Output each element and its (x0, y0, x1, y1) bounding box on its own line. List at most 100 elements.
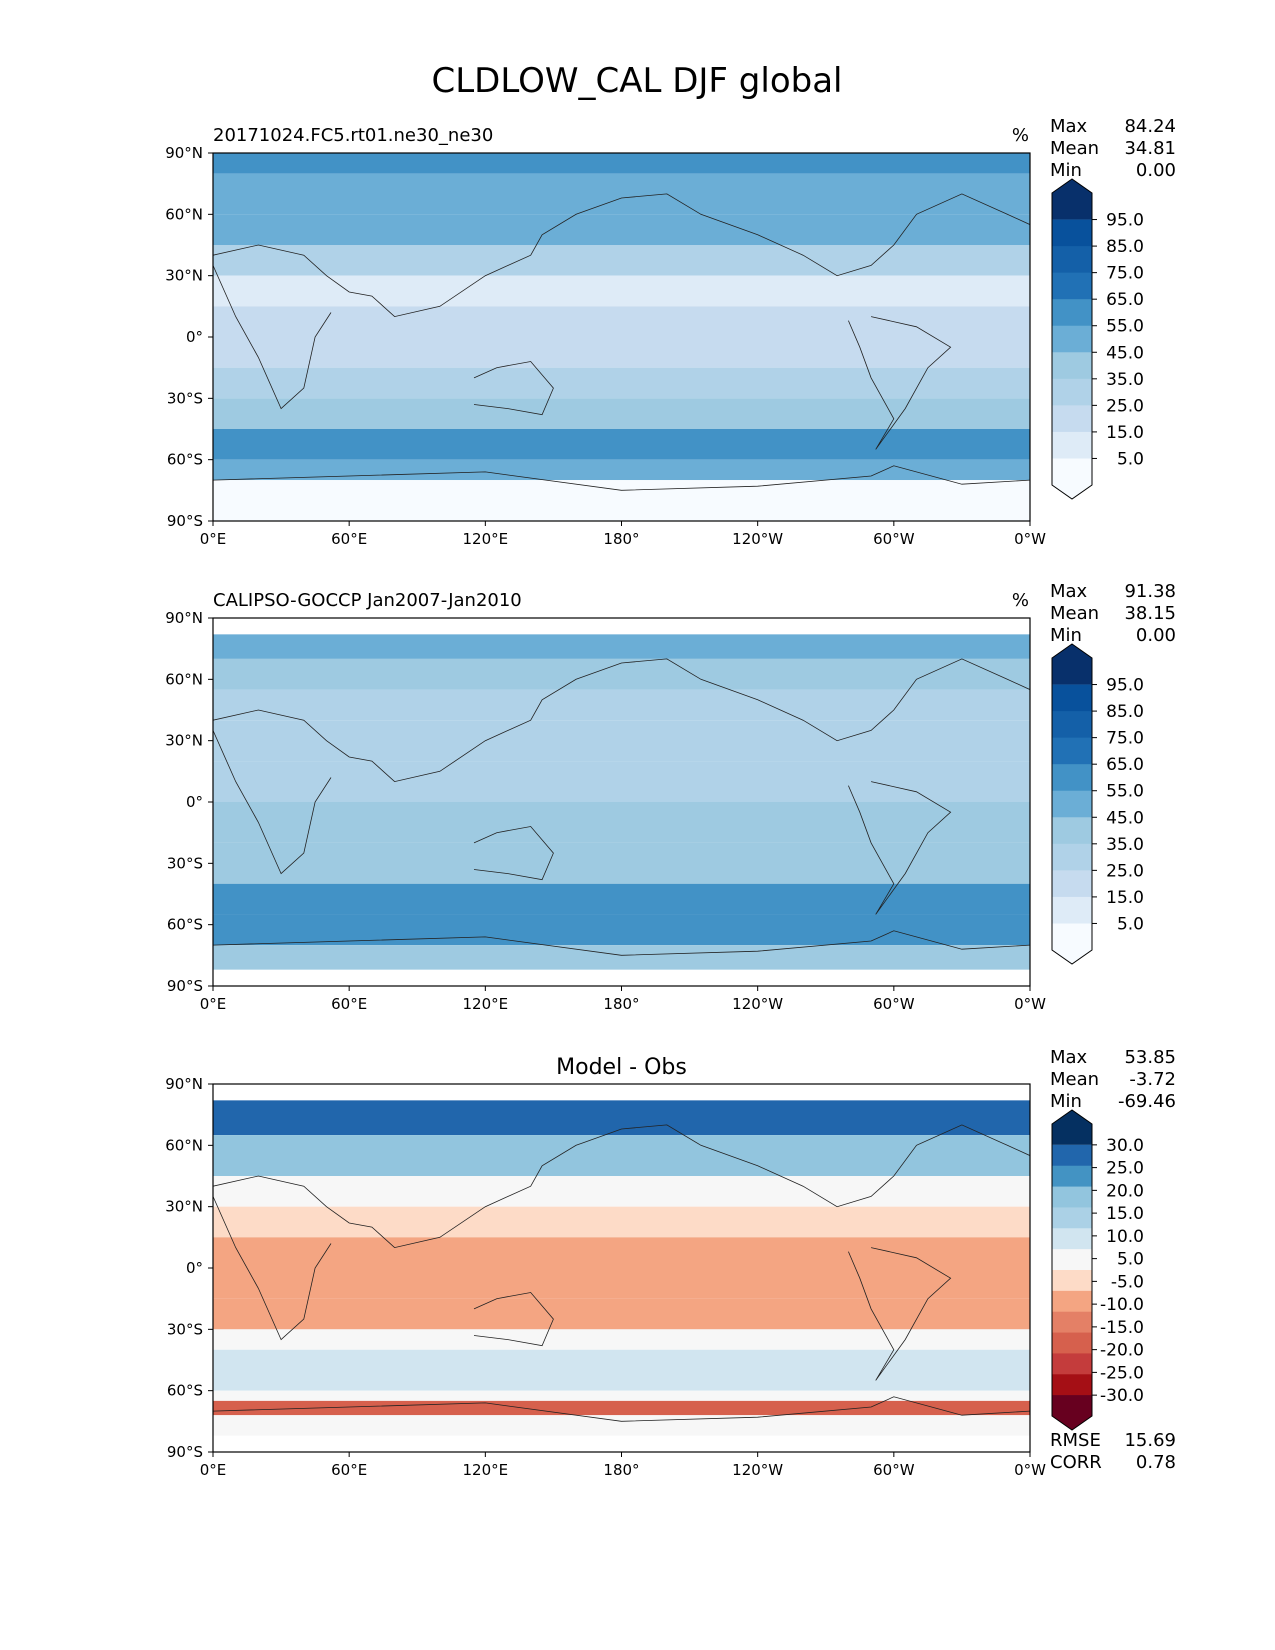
colorbar-tick-label: 15.0 (1106, 888, 1144, 908)
colorbar: 30.0 25.020.0 15.0 10.0 5.0-5.0 -10.0 -15.0 -20… (1051, 1109, 1144, 1431)
stat-value: 38.15 (1124, 603, 1176, 624)
zonal-band-8 (213, 883, 1030, 915)
y-tick-label: 30°S (167, 1320, 203, 1338)
x-tick-label: 180° (603, 1461, 639, 1479)
colorbar-tick-label: -30.0 (1100, 1386, 1144, 1406)
map-field (213, 618, 1030, 986)
colorbar-tick-label: 45.0 (1106, 343, 1144, 363)
y-tick-label: 0° (186, 1259, 203, 1277)
zonal-band-6 (213, 306, 1030, 337)
zonal-band-5 (213, 275, 1030, 307)
zonal-band-3 (213, 214, 1030, 245)
zonal-band-8 (213, 367, 1030, 399)
panel-title: CALIPSO-GOCCP Jan2007-Jan2010 (213, 590, 522, 611)
panel-units: % (1012, 590, 1029, 611)
x-tick-label: 0°W (1014, 1461, 1046, 1479)
x-tick-label: 180° (603, 530, 639, 548)
zonal-band-7 (213, 337, 1030, 368)
map-field (213, 1084, 1030, 1452)
colorbar: 95.0 85.0 75.0 65.0 55.0 45.0 35.0 25.0 15.0 5.0 (1051, 178, 1144, 500)
stat-label: RMSE (1050, 1430, 1101, 1451)
zonal-band-7 (213, 842, 1030, 884)
panel-2: 0°E 60°E 120°E 180° 120°W 60°W 0°W 90°N 60°N 30°N… (165, 581, 1176, 1013)
colorbar-tick-label: 15.0 (1106, 423, 1144, 443)
zonal-band-1 (213, 153, 1030, 174)
zonal-band-5 (213, 761, 1030, 802)
x-tick-label: 0°E (200, 995, 227, 1013)
colorbar-tick-label: 10.0 (1106, 1227, 1144, 1247)
zonal-band-1 (213, 634, 1030, 659)
panel-3: 0°E 60°E 120°E 180° 120°W 60°W 0°W 90°N 60°N 30°N… (165, 1047, 1176, 1479)
zonal-band-4 (213, 245, 1030, 276)
y-tick-label: 30°S (167, 854, 203, 872)
coastlines (213, 193, 1030, 491)
y-tick-label: 90°S (167, 977, 203, 995)
stat-value: 91.38 (1124, 581, 1176, 602)
y-tick-label: 60°S (167, 916, 203, 934)
panel-title: 20171024.FC5.rt01.ne30_ne30 (213, 125, 493, 146)
y-tick-label: 90°S (167, 512, 203, 530)
x-tick-label: 180° (603, 995, 639, 1013)
y-tick-label: 0° (186, 793, 203, 811)
x-tick-label: 60°W (873, 1461, 915, 1479)
x-tick-label: 60°E (331, 1461, 367, 1479)
stat-value: -69.46 (1118, 1091, 1176, 1112)
zonal-band-6 (213, 1298, 1030, 1330)
stat-label: Max (1050, 1047, 1088, 1068)
zonal-band-3 (213, 689, 1030, 721)
colorbar-tick-label: 75.0 (1106, 264, 1144, 284)
colorbar-tick-label: 25.0 (1106, 861, 1144, 881)
zonal-band-4 (213, 1206, 1030, 1238)
stat-label: Mean (1050, 1069, 1099, 1090)
zonal-band-2 (213, 658, 1030, 690)
coastlines (213, 1124, 1030, 1422)
x-tick-label: 120°W (732, 530, 783, 548)
x-tick-label: 120°E (463, 530, 509, 548)
stat-value: -3.72 (1129, 1069, 1176, 1090)
stat-value: 15.69 (1124, 1430, 1176, 1451)
colorbar-tick-label: -25.0 (1100, 1363, 1144, 1383)
colorbar-tick-label: 5.0 (1117, 1250, 1144, 1270)
zonal-band-11 (213, 459, 1030, 481)
y-tick-label: 0° (186, 328, 203, 346)
colorbar-tick-label: 75.0 (1106, 729, 1144, 749)
colorbar-tick-label: 55.0 (1106, 317, 1144, 337)
y-tick-label: 90°S (167, 1443, 203, 1461)
zonal-band-12 (213, 480, 1030, 521)
y-tick-label: 60°S (167, 1382, 203, 1400)
colorbar: 95.0 85.0 75.0 65.0 55.0 45.0 35.0 25.0 15.0 5.0 (1051, 643, 1144, 965)
zonal-band-3 (213, 1176, 1030, 1207)
colorbar-tick-label: 5.0 (1117, 449, 1144, 469)
stat-label: Max (1050, 116, 1088, 137)
colorbar-tick-label: 35.0 (1106, 835, 1144, 855)
x-tick-label: 0°E (200, 530, 227, 548)
colorbar-tick-label: 5.0 (1117, 914, 1144, 934)
zonal-band-10 (213, 945, 1030, 970)
zonal-band-9 (213, 1390, 1030, 1401)
zonal-band-5 (213, 1237, 1030, 1299)
stat-label: Min (1050, 160, 1082, 181)
y-tick-label: 30°S (167, 389, 203, 407)
map-field (213, 153, 1030, 521)
x-tick-label: 120°W (732, 1461, 783, 1479)
stat-value: 34.81 (1124, 138, 1176, 159)
stat-label: CORR (1050, 1452, 1102, 1473)
zonal-band-8 (213, 1349, 1030, 1391)
colorbar-tick-label: 30.0 (1106, 1136, 1144, 1156)
y-tick-label: 60°N (165, 670, 203, 688)
panel-units: % (1012, 125, 1029, 146)
colorbar-tick-label: -15.0 (1100, 1318, 1144, 1338)
x-tick-label: 60°W (873, 995, 915, 1013)
stat-value: 84.24 (1124, 116, 1176, 137)
zonal-band-9 (213, 914, 1030, 946)
y-tick-label: 60°N (165, 205, 203, 223)
y-tick-label: 60°S (167, 451, 203, 469)
y-tick-label: 90°N (165, 609, 203, 627)
colorbar-tick-label: 85.0 (1106, 237, 1144, 257)
stat-label: Mean (1050, 603, 1099, 624)
colorbar-tick-label: 25.0 (1106, 396, 1144, 416)
zonal-band-2 (213, 173, 1030, 215)
zonal-band-1 (213, 1100, 1030, 1136)
x-tick-label: 60°W (873, 530, 915, 548)
y-tick-label: 90°N (165, 1075, 203, 1093)
